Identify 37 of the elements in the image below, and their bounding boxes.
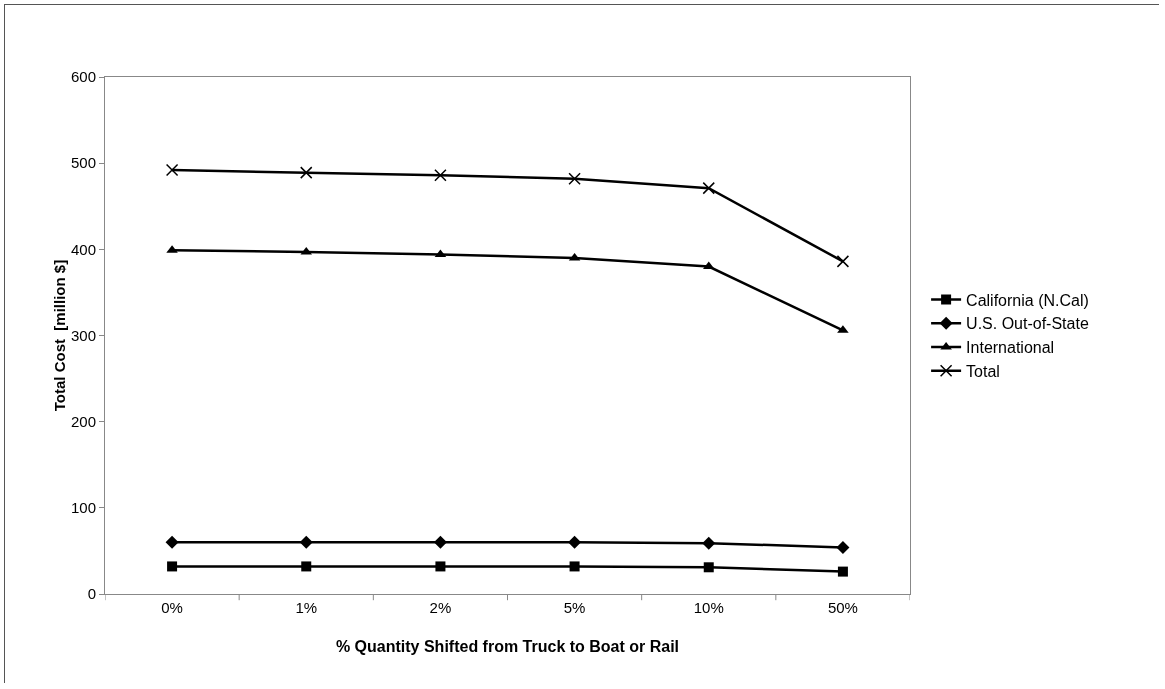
point <box>167 561 178 572</box>
y-tick-label: 300 <box>70 326 96 344</box>
point <box>165 163 179 177</box>
y-tick-label: 100 <box>70 499 96 517</box>
y-axis-title: Total Cost [million $] <box>51 259 68 412</box>
x-tick-label: 2% <box>429 599 452 616</box>
legend-label: U.S. Out-of-State <box>966 315 1089 333</box>
x-tick-label: 5% <box>563 599 586 616</box>
point <box>568 172 581 185</box>
legend-label: Total <box>966 363 1000 381</box>
point <box>301 561 312 572</box>
point <box>836 255 850 268</box>
y-tick-label: 400 <box>70 240 96 258</box>
x-tick-label: 0% <box>161 599 183 616</box>
point <box>299 535 313 549</box>
point <box>435 561 446 572</box>
y-tick-label: 500 <box>70 154 96 172</box>
y-tick-label: 0 <box>87 585 96 603</box>
point <box>836 540 850 554</box>
x-axis-title: % Quantity Shifted from Truck to Boat or Rail <box>335 638 680 655</box>
legend-label: California (N.Cal) <box>966 291 1089 309</box>
point <box>702 536 716 550</box>
point <box>165 535 179 549</box>
point <box>569 561 580 572</box>
point <box>702 181 715 195</box>
point <box>300 166 313 179</box>
x-tick-label: 1% <box>295 599 318 616</box>
point <box>434 168 447 182</box>
x-tick-label: 50% <box>827 599 858 616</box>
x-tick-label: 10% <box>693 599 724 616</box>
y-tick-label: 600 <box>70 68 96 86</box>
point <box>433 535 447 549</box>
point <box>568 535 582 549</box>
point <box>837 566 848 577</box>
y-tick-label: 200 <box>70 412 96 430</box>
legend-label: International <box>966 339 1055 357</box>
point <box>703 562 714 573</box>
